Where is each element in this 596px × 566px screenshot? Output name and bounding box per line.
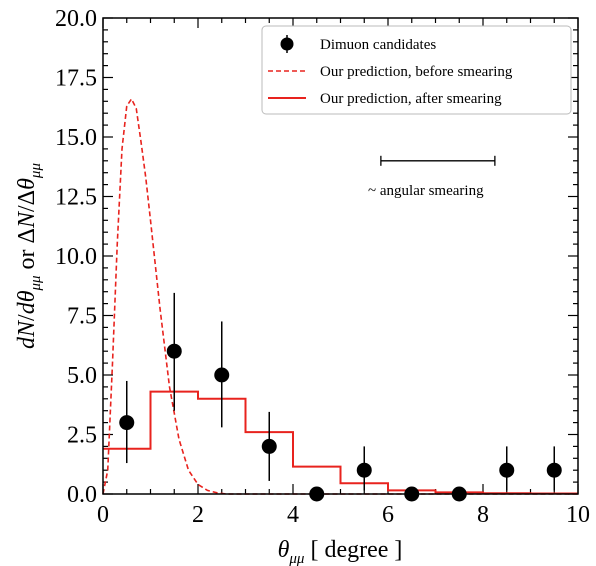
prediction-before-smearing-curve xyxy=(102,97,578,495)
data-marker xyxy=(214,367,230,383)
y-tick-label: 20.0 xyxy=(55,6,97,32)
data-marker xyxy=(499,462,515,478)
data-marker xyxy=(119,415,135,431)
tick-labels: 0 2 4 6 8 10 0.0 2.5 5.0 7.5 10.0 12.5 15.0 17.5 20.0 xyxy=(55,6,590,528)
data-point xyxy=(356,446,372,491)
smearing-annotation: ~ angular smearing xyxy=(368,155,496,199)
legend-label-after: Our prediction, after smearing xyxy=(320,91,502,107)
legend-label-before: Our prediction, before smearing xyxy=(320,64,513,80)
data-point xyxy=(119,380,135,464)
legend-item-before: Our prediction, before smearing xyxy=(268,64,513,80)
x-tick-label: 10 xyxy=(566,502,590,528)
y-tick-label: 2.5 xyxy=(67,423,97,449)
x-tick-label: 2 xyxy=(192,502,204,528)
legend-box xyxy=(261,25,572,115)
data-marker xyxy=(546,462,562,478)
x-tick-label: 0 xyxy=(97,502,109,528)
data-point xyxy=(214,321,230,428)
legend-label-data: Dimuon candidates xyxy=(320,37,436,53)
y-axis-label: dN/dθμμ or ΔN/Δθμμ xyxy=(14,163,44,349)
plot-frame xyxy=(102,17,579,495)
y-tick-label: 0.0 xyxy=(67,482,97,508)
plot-series xyxy=(102,97,578,502)
data-marker xyxy=(166,343,182,359)
y-tick-label: 12.5 xyxy=(55,185,97,211)
legend: Dimuon candidates Our prediction, before… xyxy=(261,25,572,115)
x-tick-label: 4 xyxy=(287,502,299,528)
data-marker xyxy=(261,438,277,454)
data-point xyxy=(261,411,277,481)
data-point xyxy=(499,446,515,491)
x-axis-label: θμμ [ degree ] xyxy=(278,537,403,566)
x-tick-label: 8 xyxy=(477,502,489,528)
legend-item-data: Dimuon candidates xyxy=(280,35,436,53)
y-tick-label: 17.5 xyxy=(55,66,97,92)
y-tick-label: 15.0 xyxy=(55,125,97,151)
prediction-after-smearing-step xyxy=(103,390,578,495)
data-marker xyxy=(356,462,372,478)
x-tick-label: 6 xyxy=(382,502,394,528)
legend-marker-dot xyxy=(280,37,294,51)
data-point xyxy=(546,446,562,491)
y-tick-label: 7.5 xyxy=(67,304,97,330)
data-point xyxy=(166,292,182,411)
y-tick-label: 10.0 xyxy=(55,244,97,270)
smearing-label: ~ angular smearing xyxy=(368,183,484,199)
legend-item-after: Our prediction, after smearing xyxy=(268,91,502,107)
y-tick-label: 5.0 xyxy=(67,363,97,389)
